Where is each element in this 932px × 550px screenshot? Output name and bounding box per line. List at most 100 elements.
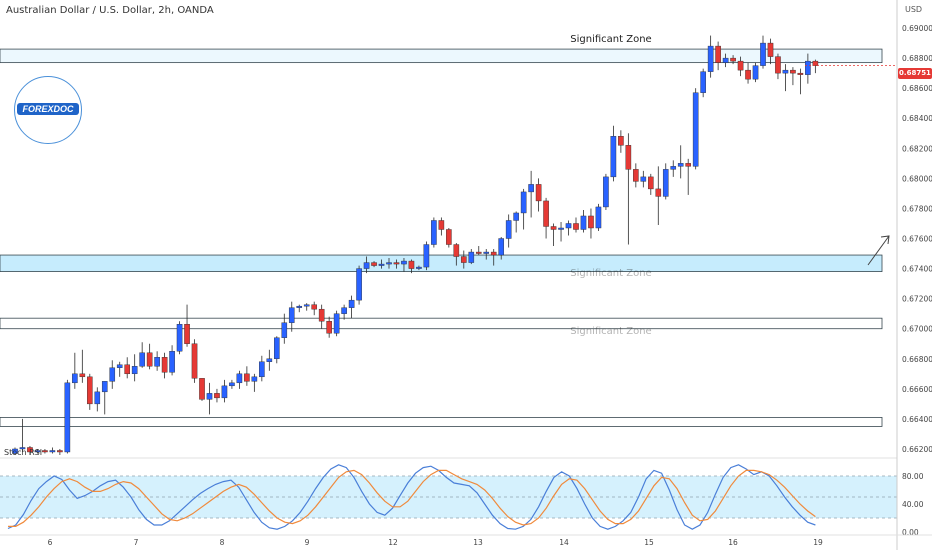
candle-body <box>543 200 549 227</box>
candle-body <box>356 268 362 301</box>
currency-label: USD <box>905 5 923 14</box>
candle-body <box>131 366 138 375</box>
candle-body <box>229 382 235 387</box>
candle-body <box>244 373 250 382</box>
candle-body <box>169 351 175 373</box>
candle-body <box>191 343 198 379</box>
candle-body <box>603 176 609 208</box>
candle-body <box>640 176 647 182</box>
zone-box <box>0 254 883 272</box>
candle-body <box>214 393 220 399</box>
candle-body <box>124 364 130 375</box>
candle-body <box>416 266 422 269</box>
candle-body <box>782 69 789 74</box>
price-tick-label: 0.67000 <box>902 325 932 334</box>
time-tick-label: 8 <box>220 538 225 547</box>
zone-box <box>0 48 883 64</box>
candle-body <box>378 263 385 266</box>
candle-body <box>109 367 116 382</box>
trend-arrow-icon <box>867 235 890 266</box>
candle-body <box>633 169 639 182</box>
price-tick-label: 0.69000 <box>902 24 932 33</box>
candle-body <box>274 337 280 359</box>
price-tick-label: 0.67400 <box>902 265 932 274</box>
candle-body <box>730 57 736 62</box>
candle-body <box>715 45 721 63</box>
candle-body <box>475 251 482 254</box>
candle-body <box>348 299 355 308</box>
price-tick-label: 0.67800 <box>902 204 932 213</box>
candle-body <box>34 450 41 453</box>
candle-body <box>401 260 407 265</box>
candle-body <box>423 244 430 268</box>
candle-body <box>49 450 56 453</box>
last-price-tag: 0.68751 <box>898 68 932 79</box>
time-tick-label: 16 <box>728 538 738 547</box>
candle-body <box>745 69 751 80</box>
forexdoc-logo: FOREXDOC <box>14 76 82 144</box>
candle-body <box>662 169 669 197</box>
candle-body <box>446 229 452 245</box>
candle-body <box>700 71 706 93</box>
candle-body <box>528 184 534 193</box>
candle-body <box>483 251 490 254</box>
candle-body <box>558 227 564 230</box>
time-tick-label: 14 <box>559 538 569 547</box>
rsi-tick-label: 80.00 <box>902 472 924 481</box>
time-tick-label: 12 <box>388 538 398 547</box>
candle-body <box>752 65 759 80</box>
candle-body <box>251 376 258 382</box>
rsi-tick-label: 40.00 <box>902 500 924 509</box>
decor-layer <box>867 235 890 266</box>
rsi-band <box>0 476 897 518</box>
candle-body <box>670 166 677 170</box>
candle-body <box>12 448 18 454</box>
candle-body <box>341 307 347 314</box>
candle-body <box>625 145 632 170</box>
candle-body <box>431 220 437 245</box>
zone-label: Significant Zone <box>570 326 651 337</box>
candle-body <box>27 447 33 453</box>
chart-title: Australian Dollar / U.S. Dollar, 2h, OAN… <box>6 5 214 16</box>
price-tick-label: 0.66800 <box>902 355 932 364</box>
candle-body <box>19 447 26 450</box>
candle-body <box>318 308 325 322</box>
candle-body <box>513 212 519 221</box>
stoch-rsi-label: Stoch RSI <box>4 448 43 457</box>
candle-body <box>266 358 273 362</box>
stoch-rsi-panel <box>0 457 897 530</box>
last-price-value: 0.68751 <box>899 69 931 77</box>
price-tick-label: 0.66200 <box>902 445 932 454</box>
candle-body <box>386 262 392 265</box>
candle-body <box>221 385 228 399</box>
candle-body <box>199 378 205 400</box>
rsi-tick-label: 0.00 <box>902 528 919 537</box>
candle-body <box>206 393 213 400</box>
candle-body <box>86 376 93 405</box>
price-tick-label: 0.66400 <box>902 415 932 424</box>
candle-body <box>573 223 579 230</box>
stoch-rsi-line-1 <box>8 469 816 527</box>
zone-label: Significant Zone <box>570 268 651 279</box>
candle-body <box>618 136 624 146</box>
candle-body <box>94 391 101 405</box>
candle-body <box>580 215 587 230</box>
stoch-rsi-line-0 <box>7 464 816 530</box>
zone-label: Significant Zone <box>570 34 651 45</box>
candle-body <box>722 57 729 63</box>
candle-body <box>790 69 796 74</box>
candle-body <box>565 223 572 229</box>
candle-body <box>535 184 542 202</box>
candle-body <box>281 322 288 338</box>
candle-body <box>655 188 662 197</box>
candle-body <box>116 364 123 369</box>
candle-body <box>760 42 766 66</box>
time-tick-label: 7 <box>134 538 139 547</box>
candle-body <box>57 450 63 453</box>
time-tick-label: 6 <box>48 538 53 547</box>
price-tick-label: 0.68200 <box>902 144 932 153</box>
logo-text: FOREXDOC <box>17 103 79 115</box>
candle-body <box>363 262 370 269</box>
